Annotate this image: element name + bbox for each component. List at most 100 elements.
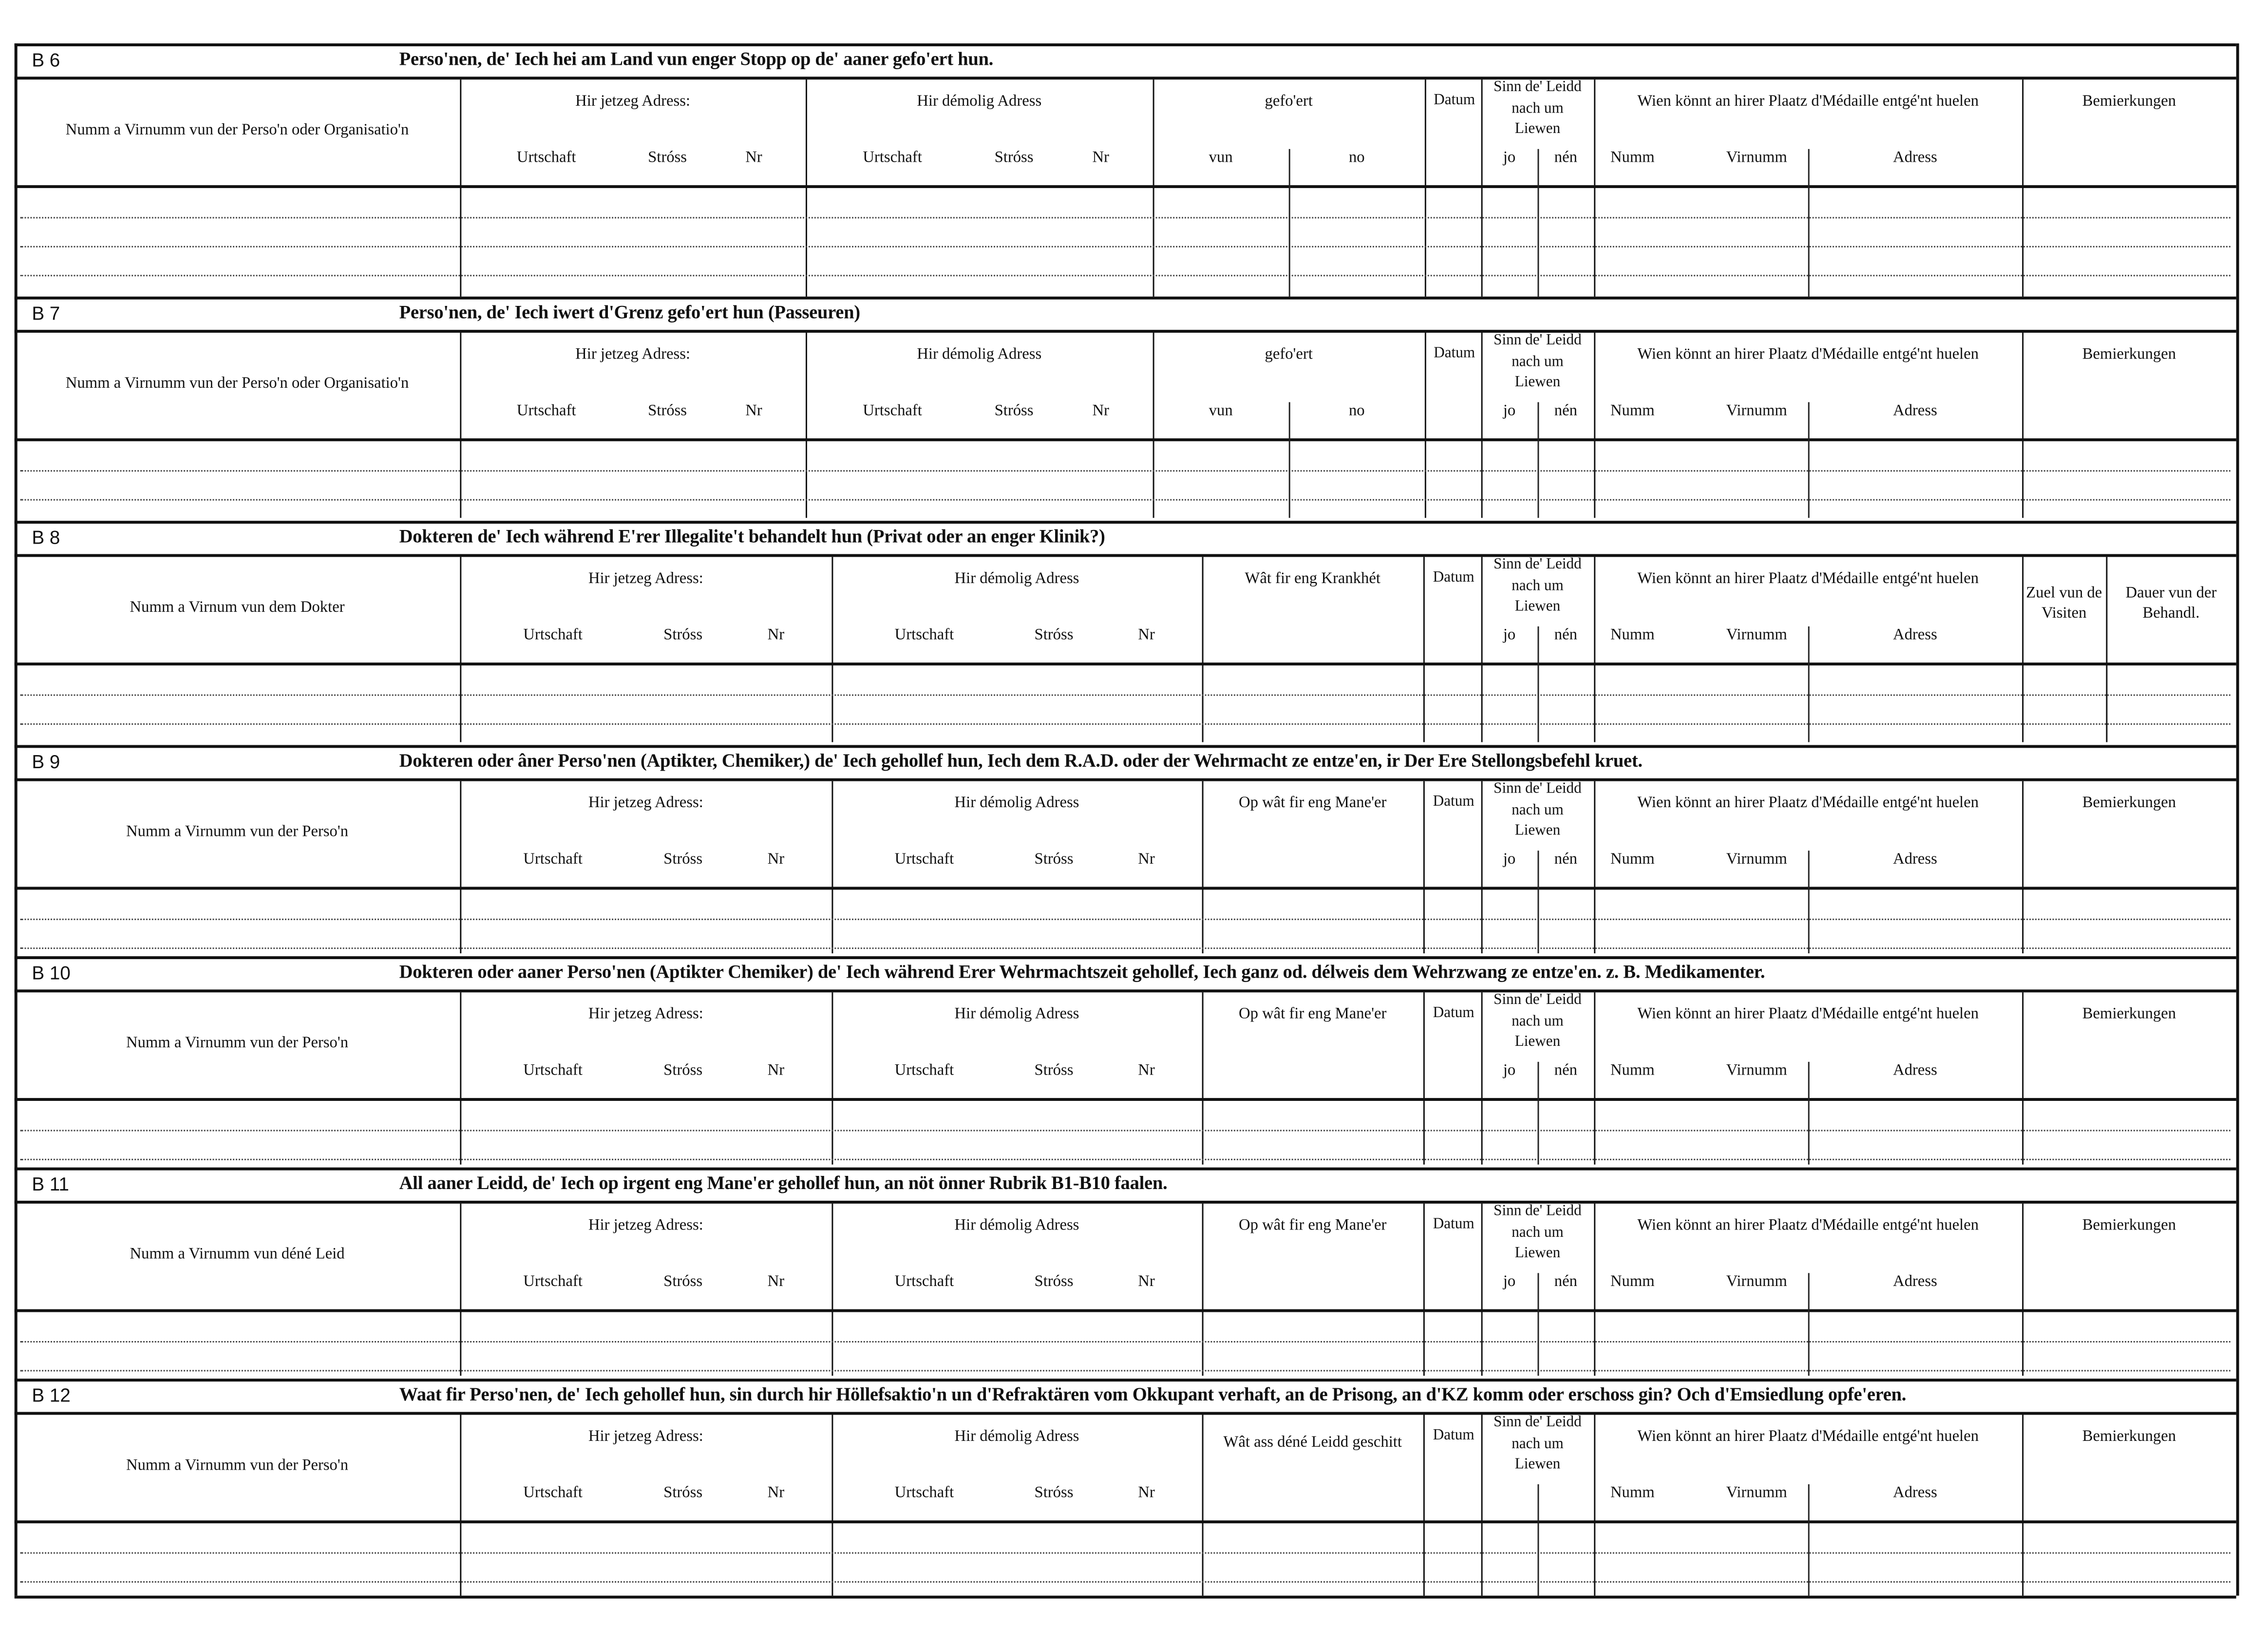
section-id: B 11: [32, 1173, 69, 1195]
column-divider: [2022, 992, 2024, 1165]
column-divider: [1423, 781, 1425, 954]
header-bottom-rule: [14, 887, 2236, 890]
column-divider: [1423, 1203, 1425, 1376]
column-header-label: Sinn de' Leidd nach um Liewen: [1493, 992, 1582, 1051]
column-subheader-label: vun: [1209, 402, 1233, 420]
column-header-label: Wât fir eng Krankhét: [1245, 570, 1380, 587]
column-divider: [460, 333, 462, 518]
writing-line[interactable]: [20, 1581, 2230, 1583]
column-subheader-label: Adress: [1893, 1484, 1937, 1502]
column-divider: [1423, 1415, 1425, 1596]
writing-line[interactable]: [20, 499, 2230, 501]
sub-column-divider: [1537, 149, 1539, 297]
column-divider: [832, 1203, 833, 1376]
column-header-label: Sinn de' Leidd nach um Liewen: [1493, 781, 1582, 839]
column-divider: [2022, 1203, 2024, 1376]
writing-line[interactable]: [20, 947, 2230, 949]
column-header-label: gefo'ert: [1265, 93, 1313, 110]
column-header-label: Op wât fir eng Mane'er: [1239, 794, 1387, 812]
column-subheader-label: Nr: [767, 1484, 785, 1502]
column-subheader-label: Urtschaft: [516, 402, 576, 420]
column-subheader-label: jo: [1503, 1061, 1516, 1079]
column-subheader-label: Nr: [1138, 851, 1155, 868]
writing-line[interactable]: [20, 275, 2230, 277]
sub-column-divider: [1808, 402, 1810, 518]
writing-line[interactable]: [20, 918, 2230, 920]
column-subheader-label: no: [1348, 149, 1365, 167]
sub-column-divider: [1808, 1061, 1810, 1165]
writing-line[interactable]: [20, 1552, 2230, 1554]
column-subheader-label: Adress: [1893, 1061, 1937, 1079]
sub-column-divider: [1537, 1061, 1539, 1165]
writing-line[interactable]: [20, 694, 2230, 696]
sub-column-divider: [1537, 1273, 1539, 1376]
writing-line[interactable]: [20, 217, 2230, 219]
column-subheader-label: Stróss: [1034, 1273, 1074, 1291]
column-subheader-label: jo: [1503, 851, 1516, 868]
writing-line[interactable]: [20, 1130, 2230, 1132]
column-header-label: Hir démolig Adress: [917, 93, 1042, 110]
column-subheader-label: Virnumm: [1726, 1484, 1787, 1502]
column-header-label: Bemierkungen: [2082, 794, 2176, 812]
column-subheader-label: Stróss: [648, 149, 687, 167]
section-top-rule: [14, 1167, 2236, 1171]
column-divider: [1153, 79, 1154, 297]
column-subheader-label: nén: [1554, 626, 1577, 644]
column-header-label: Wien könnt an hirer Plaatz d'Médaille en…: [1637, 1428, 1979, 1445]
column-subheader-label: Virnumm: [1726, 149, 1787, 167]
section-top-rule: [14, 1379, 2236, 1382]
writing-line[interactable]: [20, 246, 2230, 247]
column-subheader-label: Urtschaft: [894, 1273, 954, 1291]
column-subheader-label: Adress: [1893, 851, 1937, 868]
column-header-label: Sinn de' Leidd nach um Liewen: [1493, 557, 1582, 615]
column-subheader-label: Urtschaft: [863, 402, 922, 420]
form-left-border: [14, 43, 18, 1596]
column-divider: [1594, 1415, 1596, 1596]
column-subheader-label: Nr: [1092, 402, 1109, 420]
column-header-label: Hir jetzeg Adress:: [588, 794, 703, 812]
header-bottom-rule: [14, 1309, 2236, 1312]
header-top-rule: [14, 778, 2236, 781]
writing-line[interactable]: [20, 470, 2230, 472]
sub-column-divider: [1808, 851, 1810, 954]
column-header-label: Numm a Virnumm vun der Perso'n: [126, 823, 348, 841]
column-divider: [460, 992, 462, 1165]
sub-column-divider: [1537, 626, 1539, 742]
writing-line[interactable]: [20, 1341, 2230, 1342]
section-id: B 10: [32, 962, 71, 984]
column-divider: [1594, 79, 1596, 297]
column-header-label: Hir jetzeg Adress:: [588, 1216, 703, 1234]
section-title: Waat fir Perso'nen, de' Iech gehollef hu…: [399, 1383, 1907, 1405]
column-subheader-label: Nr: [767, 1273, 785, 1291]
column-header-label: Sinn de' Leidd nach um Liewen: [1493, 79, 1582, 138]
section-id: B 6: [32, 49, 60, 71]
column-header-label: Wien könnt an hirer Plaatz d'Médaille en…: [1637, 345, 1979, 363]
writing-line[interactable]: [20, 1158, 2230, 1160]
column-subheader-label: Adress: [1893, 149, 1937, 167]
column-divider: [1202, 781, 1204, 954]
column-header-label: Sinn de' Leidd nach um Liewen: [1493, 1415, 1582, 1473]
form-right-border: [2236, 43, 2239, 1596]
column-header-label: Numm a Virnumm vun der Perso'n oder Orga…: [65, 121, 409, 139]
column-subheader-label: Nr: [767, 851, 785, 868]
section-title: Dokteren oder aaner Perso'nen (Aptikter …: [399, 960, 1765, 983]
column-divider: [460, 1203, 462, 1376]
column-header-label: Hir démolig Adress: [954, 1428, 1079, 1445]
column-subheader-label: Virnumm: [1726, 1061, 1787, 1079]
column-subheader-label: Numm: [1610, 149, 1655, 167]
section-title: Dokteren oder âner Perso'nen (Aptikter, …: [399, 749, 1643, 771]
column-divider: [1202, 1203, 1204, 1376]
column-subheader-label: Urtschaft: [523, 851, 583, 868]
column-subheader-label: Adress: [1893, 402, 1937, 420]
column-subheader-label: Urtschaft: [894, 851, 954, 868]
column-subheader-label: Nr: [745, 149, 762, 167]
section-id: B 12: [32, 1384, 71, 1406]
column-header-label: Wât ass déné Leidd geschitt: [1223, 1434, 1402, 1451]
column-header-label: gefo'ert: [1265, 345, 1313, 363]
column-subheader-label: Nr: [767, 626, 785, 644]
column-subheader-label: Stróss: [1034, 1061, 1074, 1079]
writing-line[interactable]: [20, 1370, 2230, 1372]
column-divider: [1424, 79, 1426, 297]
writing-line[interactable]: [20, 723, 2230, 725]
column-header-label: Op wât fir eng Mane'er: [1239, 1005, 1387, 1023]
